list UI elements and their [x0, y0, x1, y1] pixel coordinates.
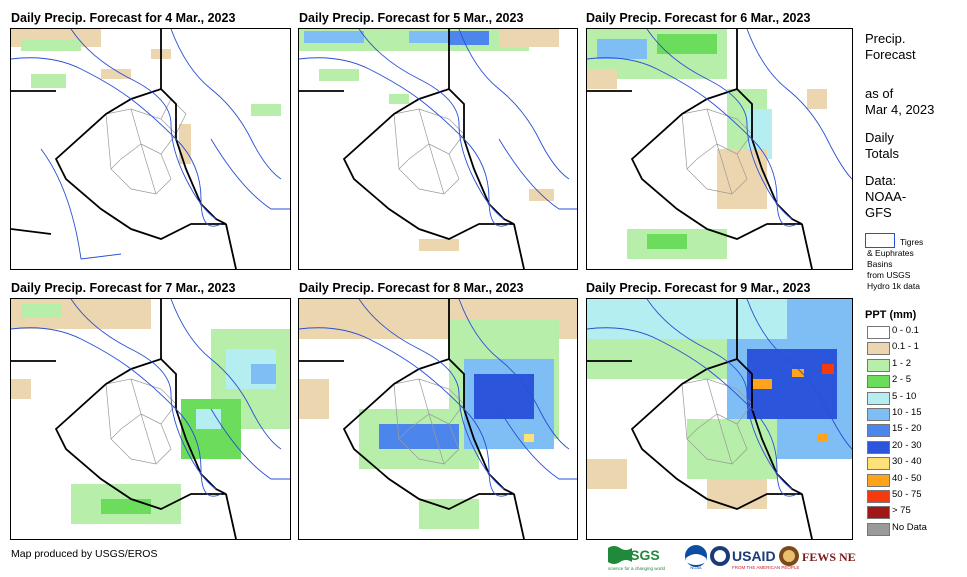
basin-line3: Basins [867, 259, 893, 269]
legend-swatch [867, 342, 890, 356]
ppt-legend-title: PPT (mm) [865, 309, 917, 321]
legend-label: 30 - 40 [892, 456, 922, 468]
precip-overlay [587, 29, 827, 259]
legend-label: 1 - 2 [892, 357, 912, 369]
rivers [11, 29, 290, 260]
map-panel-mar-6 [586, 28, 853, 270]
basin-line4: from USGS [867, 270, 911, 280]
legend-label: 15 - 20 [892, 423, 922, 435]
daily-line1: Daily [865, 130, 894, 145]
panel-title-5: Daily Precip. Forecast for 8 Mar., 2023 [299, 281, 524, 295]
basin-legend-swatch [865, 233, 895, 248]
legend-swatch [867, 440, 890, 454]
fewsnet-logo: FEWS NET [779, 546, 864, 566]
legend-label: 0.1 - 1 [892, 341, 919, 353]
rivers [587, 29, 852, 227]
panel-title-6: Daily Precip. Forecast for 9 Mar., 2023 [586, 281, 811, 295]
precip-overlay [11, 299, 290, 524]
as-of-date: as of Mar 4, 2023 [865, 86, 934, 118]
panel-title-3: Daily Precip. Forecast for 6 Mar., 2023 [586, 11, 811, 25]
admin-boundaries [105, 378, 177, 465]
legend-swatch [867, 490, 890, 503]
legend-swatch [867, 506, 890, 520]
legend-label: > 75 [892, 505, 911, 517]
panel-title-1: Daily Precip. Forecast for 4 Mar., 2023 [11, 11, 236, 25]
daily-line2: Totals [865, 146, 899, 161]
map-panel-mar-5 [298, 28, 578, 270]
as-of-label: as of [865, 86, 894, 101]
daily-totals-label: Daily Totals [865, 130, 899, 162]
panel-title-2: Daily Precip. Forecast for 5 Mar., 2023 [299, 11, 524, 25]
legend-label: No Data [892, 521, 927, 533]
noaa-logo-text: NOAA [690, 565, 702, 570]
country-border [299, 299, 525, 539]
basin-legend-text: Tigres & Euphrates Basins from USGS Hydr… [865, 237, 965, 292]
country-border [299, 29, 525, 269]
rivers [11, 299, 290, 497]
usgs-logo-text: USGS [620, 547, 660, 563]
legend-title-line1: Precip. [865, 31, 906, 46]
country-border [587, 29, 813, 269]
basin-line1: Tigres [900, 237, 924, 247]
data-source-line2: NOAA- [865, 189, 907, 204]
basin-line2: & Euphrates [867, 248, 914, 258]
legend-swatch [867, 408, 890, 421]
precip-overlay [11, 29, 281, 164]
map-credit: Map produced by USGS/EROS [11, 548, 158, 560]
legend-swatch [867, 473, 890, 487]
legend-title: Precip. Forecast [865, 31, 916, 63]
map-panel-mar-7 [10, 298, 291, 540]
data-source-line3: GFS [865, 205, 892, 220]
rivers [299, 299, 577, 497]
basin-line5: Hydro 1k data [867, 281, 920, 291]
legend-label: 10 - 15 [892, 407, 922, 418]
precip-overlay [299, 299, 577, 529]
precip-overlay [299, 29, 559, 251]
precip-overlay [587, 299, 852, 509]
fewsnet-logo-text: FEWS NET [802, 550, 856, 564]
usaid-logo-text: USAID [732, 548, 776, 564]
legend-swatch [867, 358, 890, 372]
data-source: Data: NOAA- GFS [865, 173, 906, 221]
legend-swatch [867, 424, 890, 438]
country-border [11, 29, 237, 269]
admin-boundaries [105, 98, 187, 195]
admin-boundaries [681, 378, 753, 465]
legend-label: 2 - 5 [892, 374, 912, 386]
usaid-logo: USAID FROM THE AMERICAN PEOPLE [710, 546, 799, 570]
map-panel-mar-8 [298, 298, 578, 540]
rivers [587, 299, 852, 497]
legend-swatch [867, 375, 890, 389]
country-border [587, 299, 813, 539]
usgs-logo-tagline: science for a changing world [608, 566, 666, 571]
legend-swatch [867, 326, 890, 339]
legend-swatch [867, 522, 890, 536]
map-panel-mar-9 [586, 298, 853, 540]
legend-label: 40 - 50 [892, 472, 922, 484]
legend-swatch [867, 457, 890, 471]
noaa-logo: NOAA [685, 545, 707, 570]
data-source-line1: Data: [865, 173, 897, 188]
legend-label: 20 - 30 [892, 439, 922, 451]
as-of-value: Mar 4, 2023 [865, 102, 935, 117]
legend-label: 0 - 0.1 [892, 325, 919, 336]
legend-title-line2: Forecast [865, 47, 916, 62]
country-border [11, 299, 237, 539]
legend-swatch [867, 391, 890, 405]
usgs-logo: USGS science for a changing world [608, 546, 666, 571]
admin-boundaries [393, 378, 465, 465]
logo-strip: USGS science for a changing world NOAA U… [606, 542, 864, 572]
map-panel-mar-4 [10, 28, 291, 270]
rivers [299, 29, 577, 227]
legend-label: 50 - 75 [892, 489, 922, 500]
panel-title-4: Daily Precip. Forecast for 7 Mar., 2023 [11, 281, 236, 295]
legend-label: 5 - 10 [892, 390, 917, 402]
usaid-logo-tagline: FROM THE AMERICAN PEOPLE [732, 565, 799, 570]
admin-boundaries [393, 108, 465, 195]
admin-boundaries [681, 108, 753, 195]
